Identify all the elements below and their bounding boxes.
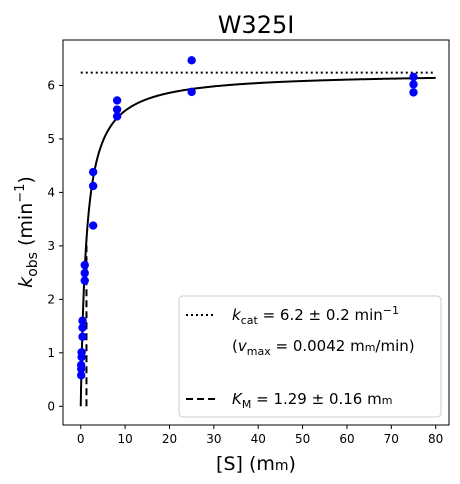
data-point <box>88 167 98 177</box>
y-tick-label: 5 <box>47 132 55 146</box>
data-point <box>409 72 418 82</box>
data-point <box>88 221 98 230</box>
legend-vmax-label: (vmax = 0.0042 mm/min) <box>232 337 415 358</box>
data-point <box>80 276 89 285</box>
data-point <box>112 112 122 121</box>
x-tick-label: 60 <box>339 432 354 446</box>
x-axis-label: [S] (mm) <box>216 453 296 475</box>
fit-curve <box>79 76 436 407</box>
data-point <box>78 323 87 332</box>
fit-lines <box>79 71 436 407</box>
legend: kcat = 6.2 ± 0.2 min−1 (vmax = 0.0042 mm… <box>178 295 442 418</box>
y-tick-label: 2 <box>47 292 55 306</box>
y-axis-ticks: 0 1 2 3 4 5 6 <box>47 78 63 413</box>
plot-area: 0 10 20 30 40 50 60 70 80 0 1 2 3 4 5 6 <box>47 39 450 446</box>
y-tick-label: 1 <box>47 346 55 360</box>
y-tick-label: 0 <box>47 399 55 413</box>
data-point <box>112 105 122 114</box>
data-point <box>78 332 87 341</box>
y-axis-label: kobs (min−1) <box>13 176 41 288</box>
y-tick-label: 3 <box>47 239 55 253</box>
x-axis-ticks: 0 10 20 30 40 50 60 70 80 <box>77 425 443 446</box>
data-points <box>76 56 418 380</box>
data-point <box>78 316 87 325</box>
x-tick-label: 50 <box>295 432 310 446</box>
legend-kcat-label: kcat = 6.2 ± 0.2 min−1 <box>232 304 399 327</box>
data-point <box>187 87 196 97</box>
data-point <box>409 88 418 97</box>
x-tick-label: 80 <box>428 432 443 446</box>
x-tick-label: 20 <box>162 432 177 446</box>
y-tick-label: 4 <box>47 185 55 199</box>
data-point <box>88 181 98 191</box>
x-tick-label: 10 <box>117 432 132 446</box>
y-tick-label: 6 <box>47 78 55 92</box>
data-point <box>112 96 122 105</box>
legend-km-label: KM = 1.29 ± 0.16 mm <box>232 390 392 411</box>
data-point <box>187 56 196 65</box>
x-tick-label: 70 <box>384 432 399 446</box>
x-tick-label: 30 <box>206 432 221 446</box>
data-point <box>76 360 86 370</box>
chart-title: W325I <box>218 11 295 39</box>
data-point <box>80 260 89 270</box>
x-tick-label: 0 <box>77 432 85 446</box>
data-point <box>76 371 86 380</box>
data-point <box>80 268 89 278</box>
data-point <box>409 80 418 89</box>
plot-frame <box>62 39 450 426</box>
data-point <box>77 348 86 357</box>
legend-box <box>178 295 442 418</box>
x-tick-label: 40 <box>251 432 266 446</box>
